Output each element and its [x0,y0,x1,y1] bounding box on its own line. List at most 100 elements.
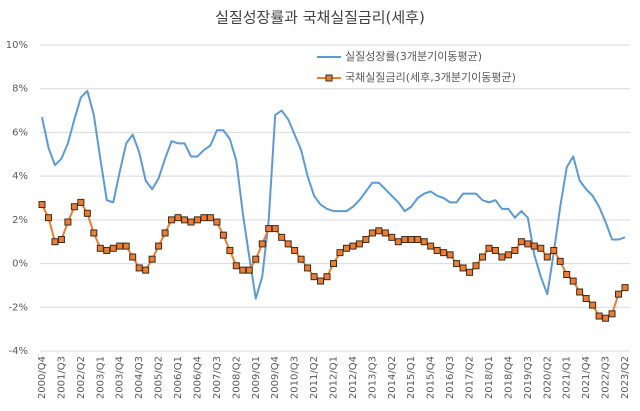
data-point [57,236,65,244]
data-point [407,236,415,244]
data-point [297,255,305,263]
data-point [472,262,480,270]
data-point [349,242,357,250]
x-tick-label: 2018/Q4 [503,356,514,399]
data-point [181,216,189,224]
data-point [621,284,629,292]
data-point [511,246,519,254]
data-point [213,218,221,226]
data-point [530,242,538,250]
data-point [491,246,499,254]
data-point [187,218,195,226]
x-tick-label: 2000/Q4 [37,356,48,399]
data-point [453,260,461,268]
data-point [537,244,545,252]
data-point [44,214,52,222]
x-tick-label: 2021/Q4 [581,356,592,399]
data-point [355,240,363,248]
x-tick-label: 2007/Q3 [212,356,223,399]
series-line [41,89,626,300]
x-tick-label: 2022/Q3 [601,356,612,399]
x-tick-label: 2021/Q1 [562,356,573,399]
data-point [595,312,603,320]
x-tick-label: 2023/Q2 [620,356,631,399]
x-tick-label: 2006/Q4 [192,356,203,399]
data-point [51,238,59,246]
data-point [265,225,273,233]
chart-title: 실질성장률과 국채실질금리(세후) [215,9,425,27]
data-point [64,218,72,226]
x-tick-label: 2009/Q1 [251,356,262,399]
data-point [116,242,124,250]
data-point [414,236,422,244]
x-tick-label: 2009/Q4 [270,356,281,399]
data-point [401,236,409,244]
data-point [394,238,402,246]
data-point [304,264,312,272]
x-tick-label: 2018/Q1 [484,356,495,399]
x-tick-label: 2017/Q2 [465,356,476,399]
x-tick-label: 2014/Q2 [387,356,398,399]
data-point [271,225,279,233]
data-point [375,227,383,235]
data-point [569,277,577,285]
y-tick-label: 4% [12,171,28,182]
data-point [478,253,486,261]
data-point [556,257,564,265]
legend-label: 국채실질금리(세후,3개분기이동평균) [345,71,516,84]
data-point [582,295,590,303]
data-point [278,233,286,241]
data-point [608,310,616,318]
data-point [174,214,182,222]
data-point [200,214,208,222]
data-point [291,246,299,254]
data-point [615,290,623,298]
data-point [83,209,91,217]
data-point [109,244,117,252]
x-tick-label: 2012/Q1 [329,356,340,399]
data-point [161,229,169,237]
data-point [362,236,370,244]
data-point [388,233,396,241]
data-point [135,264,143,272]
data-point [336,249,344,257]
x-tick-label: 2020/Q2 [542,356,553,399]
x-tick-label: 2013/Q3 [367,356,378,399]
data-point [381,229,389,237]
data-point [433,246,441,254]
x-tick-label: 2015/Q1 [406,356,417,399]
data-point [420,238,428,246]
x-tick-label: 2012/Q4 [348,356,359,399]
y-tick-label: 6% [12,127,28,138]
data-point [550,246,558,254]
x-tick-label: 2006/Q1 [173,356,184,399]
data-point [563,271,571,278]
data-point [206,214,214,222]
data-point [368,229,376,237]
data-point [103,246,111,254]
data-point [142,266,150,274]
x-tick-label: 2010/Q3 [290,356,301,399]
data-point [258,240,266,248]
data-point [485,244,493,252]
data-point [284,240,292,248]
data-point [459,264,467,272]
legend-marker [325,74,333,82]
data-point [427,242,435,250]
data-point [589,301,597,309]
data-point [524,240,532,248]
data-point [239,266,247,274]
data-point [219,231,227,239]
data-point [129,253,137,261]
data-point [543,253,551,261]
x-tick-label: 2002/Q2 [76,356,87,399]
x-tick-label: 2004/Q3 [134,356,145,399]
data-point [122,242,130,250]
data-point [323,273,331,281]
data-point [226,246,234,254]
x-tick-label: 2015/Q4 [426,356,437,399]
y-tick-label: 2% [12,215,28,226]
data-point [193,216,201,224]
data-point [440,249,448,257]
